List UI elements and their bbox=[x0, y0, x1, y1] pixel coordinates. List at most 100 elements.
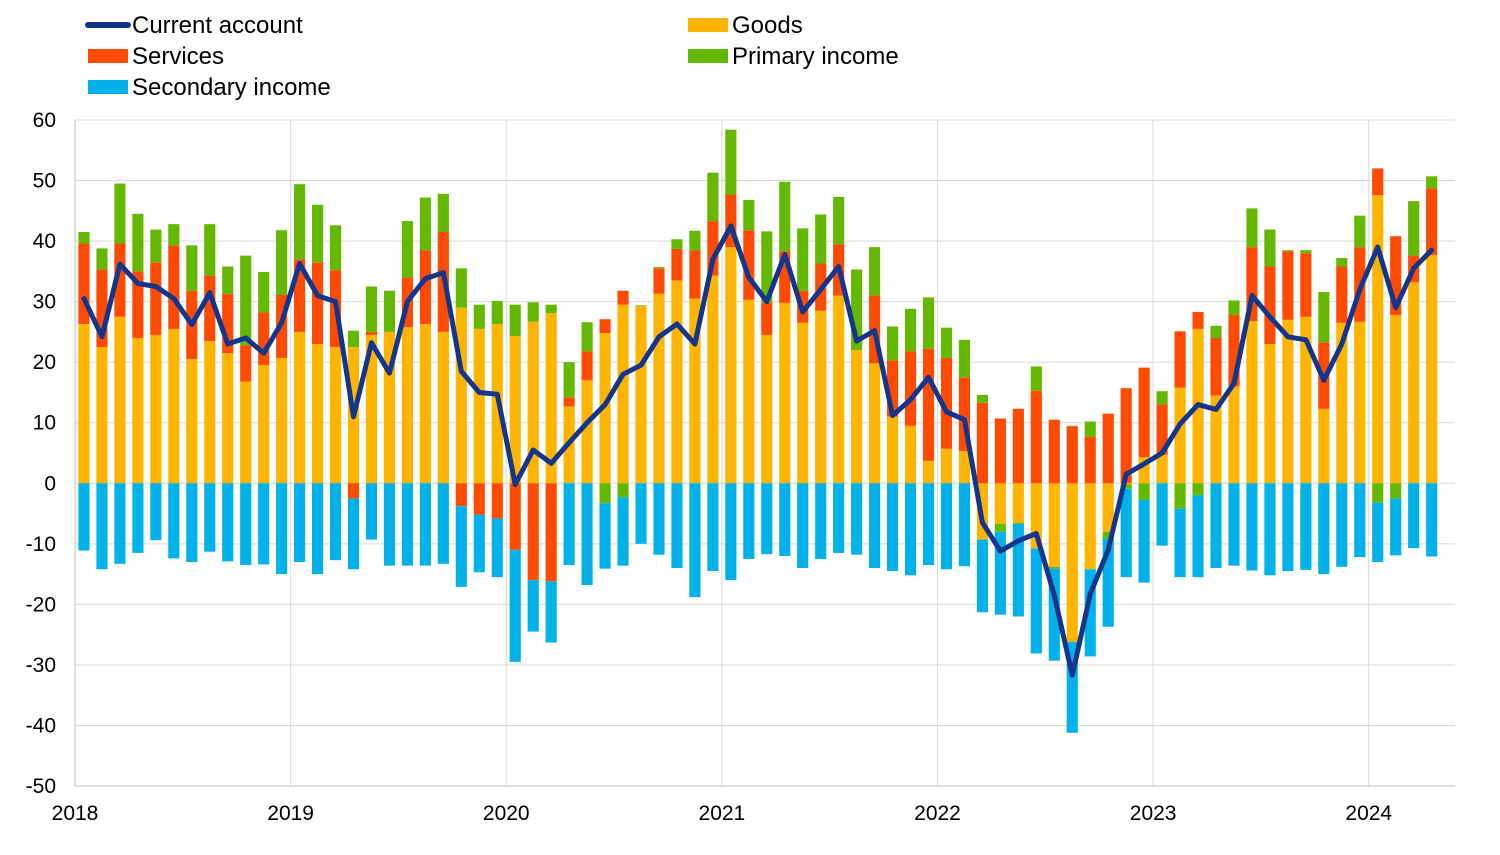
legend-item-services: Services bbox=[88, 43, 224, 70]
bar-secondary-income bbox=[240, 483, 252, 566]
bar-primary-income bbox=[1318, 291, 1330, 343]
bar-primary-income bbox=[1282, 250, 1294, 252]
x-tick-label: 2019 bbox=[267, 802, 314, 825]
bar-secondary-income bbox=[347, 498, 360, 570]
bar-goods bbox=[1156, 454, 1168, 484]
bar-services bbox=[1372, 168, 1384, 196]
bar-services bbox=[168, 245, 180, 329]
bar-primary-income bbox=[563, 362, 575, 398]
bar-secondary-income bbox=[276, 483, 288, 575]
point-current-account bbox=[315, 293, 320, 298]
legend-swatch-services bbox=[88, 49, 128, 63]
current-account-line-layer bbox=[81, 223, 1435, 678]
bar-secondary-income bbox=[1300, 483, 1312, 570]
bar-secondary-income bbox=[258, 483, 270, 565]
bar-secondary-income bbox=[455, 506, 467, 587]
bar-goods bbox=[922, 460, 935, 484]
line-current-account bbox=[81, 223, 1435, 678]
point-current-account bbox=[764, 299, 770, 305]
bar-primary-income bbox=[1192, 483, 1204, 496]
bar-goods bbox=[455, 307, 467, 484]
point-current-account bbox=[1267, 314, 1273, 320]
bar-primary-income bbox=[168, 224, 180, 246]
point-current-account bbox=[530, 447, 536, 453]
bar-secondary-income bbox=[1318, 483, 1330, 575]
point-current-account bbox=[800, 309, 806, 315]
bar-goods bbox=[186, 359, 198, 484]
bar-services bbox=[150, 262, 162, 335]
bar-primary-income bbox=[1030, 366, 1042, 391]
bar-services bbox=[1012, 408, 1024, 484]
bar-secondary-income bbox=[833, 483, 845, 553]
bar-primary-income bbox=[617, 483, 629, 498]
bar-secondary-income bbox=[1372, 502, 1384, 562]
point-current-account bbox=[584, 420, 590, 426]
bar-primary-income bbox=[1408, 201, 1420, 256]
bar-services bbox=[1120, 388, 1132, 484]
bar-primary-income bbox=[1084, 421, 1096, 437]
point-current-account bbox=[746, 275, 752, 280]
point-current-account bbox=[1231, 380, 1237, 386]
bar-secondary-income bbox=[545, 581, 557, 643]
point-current-account bbox=[1105, 547, 1111, 553]
bar-goods bbox=[1264, 344, 1276, 484]
bar-goods bbox=[617, 304, 629, 484]
bar-services bbox=[132, 271, 144, 338]
bar-primary-income bbox=[1156, 391, 1168, 405]
bar-primary-income bbox=[473, 304, 485, 329]
point-current-account bbox=[566, 440, 572, 446]
bar-goods bbox=[1408, 282, 1420, 484]
bar-goods bbox=[1048, 483, 1060, 567]
bar-secondary-income bbox=[383, 483, 396, 566]
bar-goods bbox=[1426, 255, 1438, 484]
bar-secondary-income bbox=[815, 483, 827, 559]
bar-secondary-income bbox=[294, 483, 306, 562]
point-current-account bbox=[279, 320, 285, 326]
bar-primary-income bbox=[78, 232, 90, 244]
bar-goods bbox=[78, 324, 90, 484]
bar-secondary-income bbox=[1354, 483, 1366, 558]
bar-services bbox=[1066, 426, 1078, 484]
bar-services bbox=[563, 397, 575, 407]
bar-goods bbox=[1246, 321, 1258, 484]
bar-secondary-income bbox=[204, 483, 216, 552]
bar-primary-income bbox=[276, 230, 288, 295]
bar-primary-income bbox=[743, 199, 755, 231]
bar-secondary-income bbox=[114, 483, 126, 564]
bar-services bbox=[599, 319, 611, 334]
bar-secondary-income bbox=[689, 483, 701, 598]
bar-secondary-income bbox=[922, 483, 935, 566]
bar-primary-income bbox=[976, 394, 988, 403]
bar-services bbox=[958, 377, 971, 452]
y-tick-label: 60 bbox=[33, 109, 56, 132]
point-current-account bbox=[1159, 450, 1165, 456]
bar-services bbox=[96, 269, 108, 348]
point-current-account bbox=[512, 482, 518, 487]
bar-services bbox=[976, 402, 988, 484]
bar-goods bbox=[1138, 457, 1150, 484]
point-current-account bbox=[818, 287, 824, 292]
bar-secondary-income bbox=[365, 483, 378, 540]
point-current-account bbox=[171, 296, 177, 302]
point-current-account bbox=[1195, 402, 1201, 407]
bar-primary-income bbox=[1300, 250, 1312, 254]
bar-secondary-income bbox=[168, 483, 180, 559]
bar-secondary-income bbox=[725, 483, 737, 581]
stacked-bars bbox=[78, 129, 1438, 733]
bar-services bbox=[1300, 253, 1312, 317]
bar-goods bbox=[797, 322, 809, 484]
y-tick-label: -10 bbox=[26, 533, 56, 556]
point-current-account bbox=[548, 460, 554, 466]
bar-services bbox=[1084, 436, 1096, 484]
bar-services bbox=[455, 483, 467, 507]
legend-swatch-secondary-income bbox=[88, 80, 128, 94]
bar-primary-income bbox=[1426, 176, 1438, 189]
point-current-account bbox=[1213, 407, 1219, 412]
y-tick-label: -20 bbox=[26, 593, 56, 616]
point-current-account bbox=[656, 334, 662, 340]
point-current-account bbox=[1429, 247, 1435, 253]
bar-secondary-income bbox=[78, 483, 90, 551]
bar-secondary-income bbox=[761, 483, 773, 555]
bar-primary-income bbox=[689, 230, 701, 251]
